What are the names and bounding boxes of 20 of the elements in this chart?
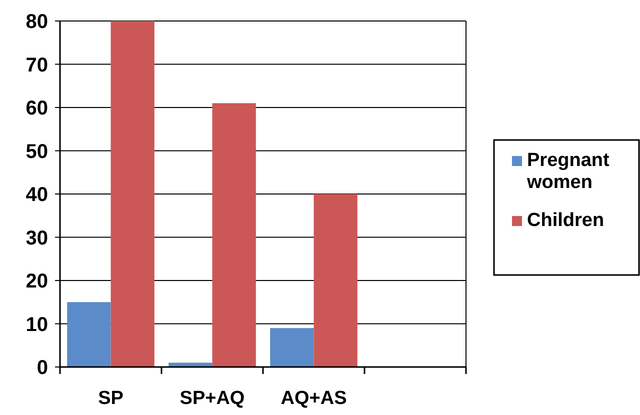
y-tick-label: 50 — [26, 140, 48, 163]
y-tick-label: 40 — [26, 184, 48, 206]
bar — [110, 21, 154, 367]
y-tick-label: 20 — [26, 270, 48, 292]
bar — [67, 302, 111, 367]
y-tick-label: 30 — [26, 227, 48, 250]
x-tick-label: SP+AQ — [180, 388, 245, 409]
x-tick-label: SP — [98, 388, 124, 409]
x-tick-label: AQ+AS — [280, 388, 347, 409]
legend-label: Pregnant women — [526, 150, 610, 193]
bar — [314, 194, 358, 367]
bar — [270, 328, 314, 367]
y-tick-label: 80 — [26, 11, 48, 33]
y-tick-label: 10 — [26, 314, 48, 336]
legend-label: Children — [527, 210, 604, 231]
y-tick-label: 70 — [26, 54, 48, 76]
y-tick-label: 60 — [26, 98, 48, 120]
y-tick-label: 0 — [36, 357, 48, 379]
bar — [168, 362, 212, 367]
bar — [212, 103, 256, 367]
